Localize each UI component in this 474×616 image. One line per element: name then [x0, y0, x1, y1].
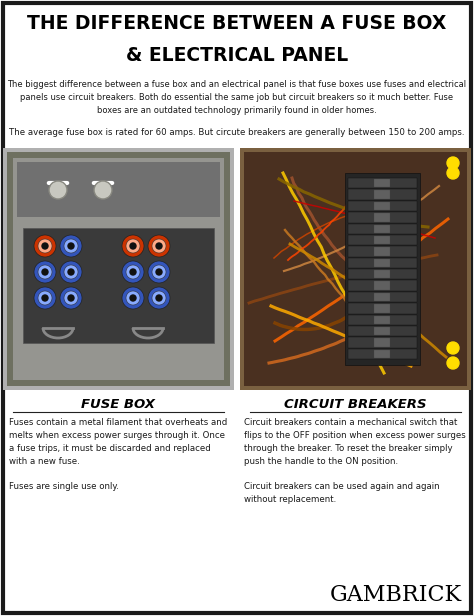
Bar	[7, 152, 230, 386]
Bar	[348, 315, 417, 325]
Bar	[374, 247, 390, 256]
Bar	[374, 236, 390, 245]
Text: THE DIFFERENCE BETWEEN A FUSE BOX: THE DIFFERENCE BETWEEN A FUSE BOX	[27, 14, 447, 33]
Bar	[374, 338, 390, 347]
Circle shape	[34, 261, 56, 283]
Bar	[244, 152, 467, 386]
Text: CIRCUIT BREAKERS: CIRCUIT BREAKERS	[284, 398, 427, 411]
Circle shape	[60, 287, 82, 309]
Text: & ELECTRICAL PANEL: & ELECTRICAL PANEL	[126, 46, 348, 65]
Circle shape	[68, 269, 74, 275]
Circle shape	[42, 243, 48, 249]
Bar	[348, 292, 417, 302]
Circle shape	[38, 291, 52, 305]
Bar	[348, 189, 417, 200]
Bar	[345, 173, 420, 365]
Bar	[374, 270, 390, 278]
Bar	[374, 327, 390, 335]
Circle shape	[130, 243, 136, 249]
Bar	[13, 158, 224, 380]
Bar	[348, 280, 417, 291]
Bar	[348, 349, 417, 359]
Circle shape	[130, 295, 136, 301]
Circle shape	[42, 269, 48, 275]
Bar	[374, 190, 390, 199]
Circle shape	[64, 291, 78, 305]
Text: GAMBRICK: GAMBRICK	[330, 584, 462, 606]
Circle shape	[156, 295, 162, 301]
Text: Fuses contain a metal filament that overheats and
melts when excess power surges: Fuses contain a metal filament that over…	[9, 418, 227, 491]
Bar	[374, 315, 390, 324]
Circle shape	[148, 235, 170, 257]
Bar	[348, 235, 417, 245]
Bar	[374, 259, 390, 267]
Bar	[348, 201, 417, 211]
Circle shape	[60, 261, 82, 283]
Bar	[374, 179, 390, 187]
Circle shape	[34, 235, 56, 257]
Circle shape	[38, 265, 52, 279]
Circle shape	[122, 235, 144, 257]
Circle shape	[38, 239, 52, 253]
Bar	[348, 303, 417, 314]
Circle shape	[122, 261, 144, 283]
Circle shape	[447, 157, 459, 169]
Circle shape	[42, 295, 48, 301]
Circle shape	[447, 357, 459, 369]
Text: Circuit breakers contain a mechanical switch that
flips to the OFF position when: Circuit breakers contain a mechanical sw…	[244, 418, 466, 504]
Bar	[374, 304, 390, 312]
Text: The average fuse box is rated for 60 amps. But circute breakers are generally be: The average fuse box is rated for 60 amp…	[9, 128, 465, 137]
Bar	[348, 326, 417, 336]
Bar	[3, 148, 234, 390]
Circle shape	[34, 287, 56, 309]
Bar	[348, 212, 417, 222]
Bar	[374, 224, 390, 233]
Circle shape	[68, 243, 74, 249]
Circle shape	[148, 287, 170, 309]
Bar	[348, 269, 417, 280]
Bar	[348, 257, 417, 268]
Bar	[348, 246, 417, 257]
Circle shape	[152, 291, 166, 305]
Bar	[374, 293, 390, 301]
Bar	[374, 282, 390, 290]
Circle shape	[152, 265, 166, 279]
Circle shape	[94, 181, 112, 199]
Circle shape	[49, 181, 67, 199]
Bar	[348, 178, 417, 188]
Circle shape	[148, 261, 170, 283]
Circle shape	[64, 265, 78, 279]
Circle shape	[152, 239, 166, 253]
Bar	[374, 350, 390, 358]
Circle shape	[447, 342, 459, 354]
Circle shape	[60, 235, 82, 257]
Bar	[374, 213, 390, 222]
Circle shape	[122, 287, 144, 309]
Circle shape	[126, 291, 140, 305]
Bar	[348, 337, 417, 347]
Circle shape	[126, 239, 140, 253]
Circle shape	[130, 269, 136, 275]
Circle shape	[68, 295, 74, 301]
Circle shape	[156, 243, 162, 249]
Circle shape	[126, 265, 140, 279]
Bar	[348, 224, 417, 234]
Bar	[240, 148, 471, 390]
Bar	[374, 202, 390, 210]
Circle shape	[447, 167, 459, 179]
Text: The biggest difference between a fuse box and an electrical panel is that fuse b: The biggest difference between a fuse bo…	[8, 80, 466, 115]
Text: FUSE BOX: FUSE BOX	[82, 398, 155, 411]
Bar	[23, 228, 214, 343]
Circle shape	[64, 239, 78, 253]
Circle shape	[156, 269, 162, 275]
Bar	[17, 162, 220, 217]
